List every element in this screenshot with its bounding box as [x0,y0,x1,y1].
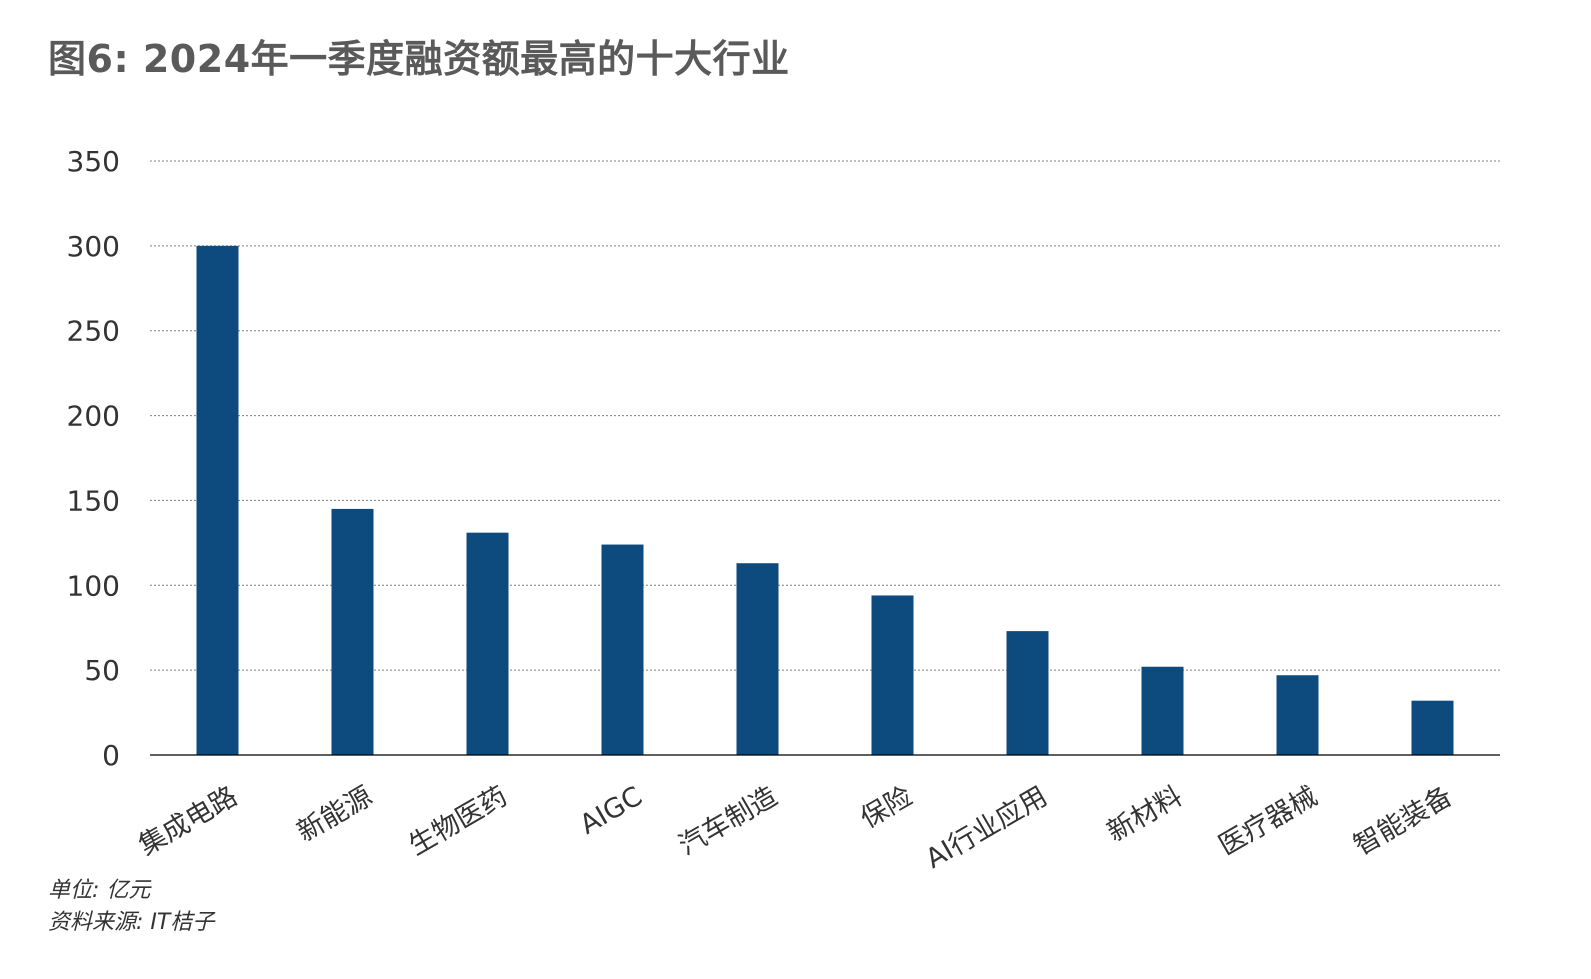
source-note: 资料来源: IT桔子 [48,910,215,935]
gridlines [150,160,1500,671]
x-category-label: 汽车制造 [674,781,783,862]
bar [736,563,779,755]
x-category-label: 集成电路 [134,781,243,862]
x-category-label: 保险 [855,781,917,835]
x-category-label: AIGC [575,781,648,841]
x-category-label: 新材料 [1102,781,1188,848]
bar [466,532,509,755]
bar [196,245,239,755]
y-tick-label: 100 [67,569,120,602]
y-axis-ticks: 0 50 100 150 200 250 300 350 [67,145,120,772]
y-tick-label: 0 [102,739,120,772]
y-tick-label: 350 [67,145,120,178]
y-tick-label: 200 [67,400,120,433]
unit-note: 单位: 亿元 [48,878,151,903]
bar [331,508,374,755]
bars [196,245,1454,755]
bar [1411,700,1454,755]
y-tick-label: 50 [84,654,120,687]
x-category-label: 智能装备 [1349,781,1458,862]
y-tick-label: 250 [67,315,120,348]
bar [1276,675,1319,755]
y-tick-label: 300 [67,230,120,263]
x-category-label: AI行业应用 [921,781,1053,875]
x-axis-categories: 集成电路 新能源 生物医药 AIGC 汽车制造 保险 AI行业应用 新材料 医疗器械 智能装备 [134,781,1458,875]
chart-title: 图6: 2024年一季度融资额最高的十大行业 [48,37,790,81]
x-category-label: 新能源 [292,781,378,848]
bar [1141,666,1184,755]
bar [1006,631,1049,755]
bar [871,595,914,755]
bar [601,544,644,755]
x-category-label: 医疗器械 [1214,781,1323,862]
y-tick-label: 150 [67,484,120,517]
x-category-label: 生物医药 [404,781,513,862]
